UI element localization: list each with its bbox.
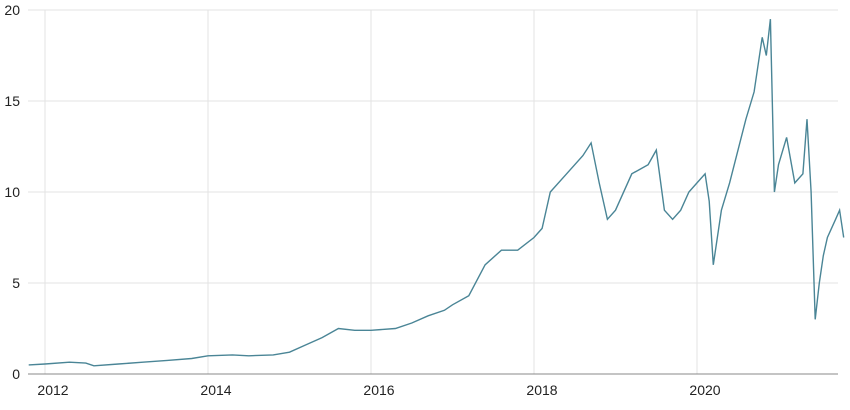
- gridlines: [28, 9, 838, 374]
- y-tick-label: 5: [12, 275, 20, 291]
- x-tick-label: 2014: [200, 382, 231, 398]
- x-tick-label: 2012: [37, 382, 68, 398]
- price-line: [28, 19, 845, 367]
- y-tick-label: 10: [4, 184, 20, 200]
- y-tick-label: 0: [12, 366, 20, 382]
- x-tick-label: 2020: [689, 382, 720, 398]
- y-tick-label: 20: [4, 2, 20, 18]
- axis-labels: 0 5 10 15 20 2012 2014 2016 2018 2020: [4, 2, 720, 398]
- x-tick-label: 2018: [526, 382, 557, 398]
- y-tick-label: 15: [4, 93, 20, 109]
- x-tick-label: 2016: [363, 382, 394, 398]
